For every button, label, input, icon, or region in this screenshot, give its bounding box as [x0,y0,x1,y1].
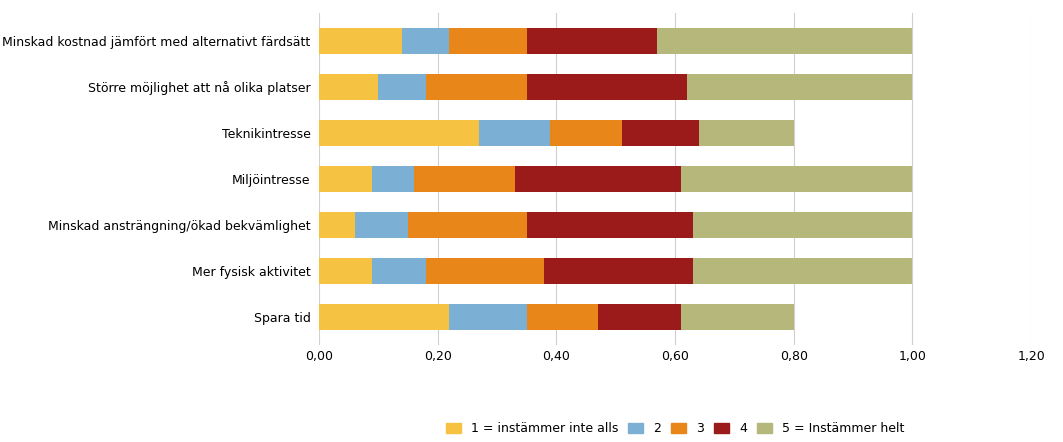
Bar [319,166,372,192]
Bar [597,305,681,330]
Bar [687,74,912,99]
Bar [372,166,414,192]
Bar [698,120,794,146]
Bar [425,259,544,284]
Legend: 1 = instämmer inte alls, 2, 3, 4, 5 = Instämmer helt: 1 = instämmer inte alls, 2, 3, 4, 5 = In… [441,417,909,440]
Bar [526,28,657,53]
Bar [551,120,622,146]
Bar [681,305,794,330]
Bar [378,74,425,99]
Bar [319,212,354,238]
Bar [693,259,912,284]
Bar [479,120,551,146]
Bar [693,212,912,238]
Bar [319,259,372,284]
Bar [526,212,693,238]
Bar [657,28,912,53]
Bar [544,259,693,284]
Bar [354,212,408,238]
Bar [526,305,597,330]
Bar [425,74,526,99]
Bar [450,28,526,53]
Bar [319,120,479,146]
Bar [402,28,450,53]
Bar [319,28,402,53]
Bar [319,74,378,99]
Bar [526,74,687,99]
Bar [319,305,450,330]
Bar [372,259,425,284]
Bar [414,166,514,192]
Bar [408,212,526,238]
Bar [681,166,912,192]
Bar [622,120,698,146]
Bar [514,166,681,192]
Bar [450,305,526,330]
